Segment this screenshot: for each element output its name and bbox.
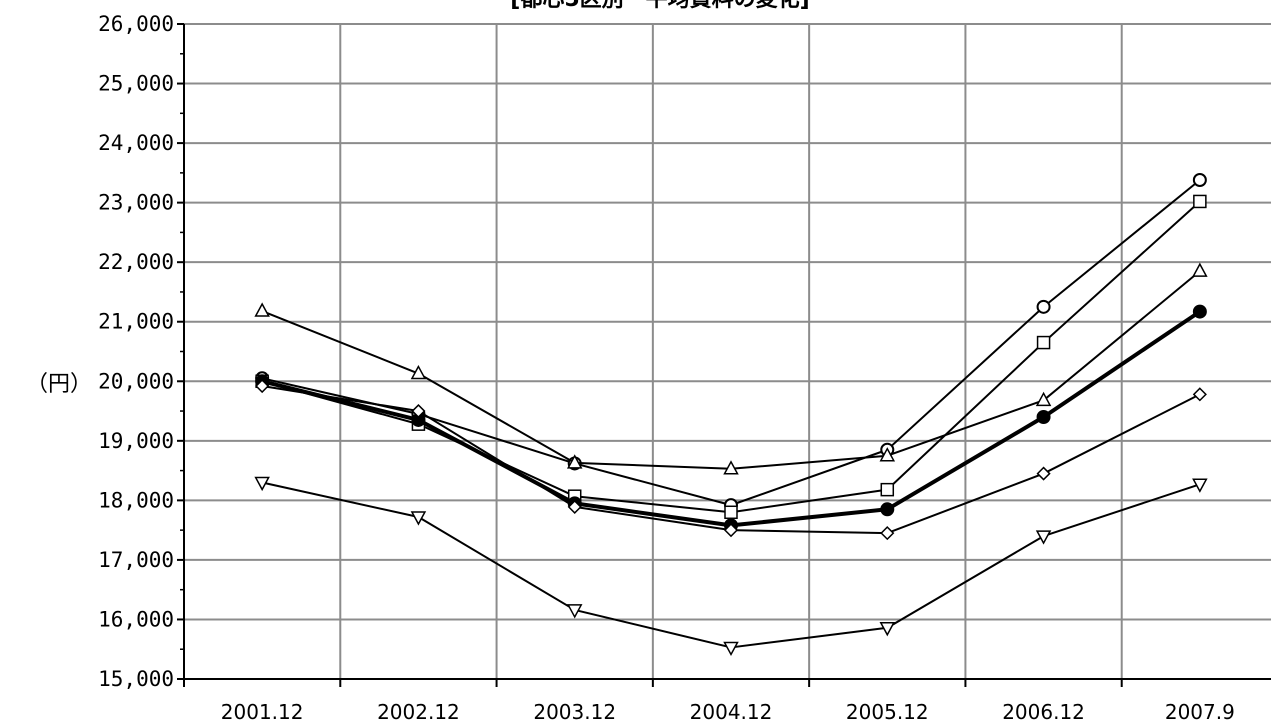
data-point-triangle-up (254, 302, 270, 317)
y-tick-label: 26,000 (98, 12, 174, 36)
y-tick-label: 22,000 (98, 250, 174, 274)
data-point-circle (1036, 299, 1051, 314)
y-tick-label: 18,000 (98, 488, 174, 512)
data-point-triangle-up (1035, 391, 1052, 407)
data-point-square (880, 482, 895, 497)
data-point-triangle-up (566, 454, 583, 469)
data-point-diamond (411, 403, 426, 419)
data-point-triangle-down (1192, 478, 1208, 493)
y-axis-unit-label: （円） (26, 372, 92, 397)
x-tick-label: 2002.12 (377, 700, 460, 724)
data-point-triangle-down (723, 641, 739, 657)
data-point-diamond (1036, 466, 1051, 481)
series-5 (255, 378, 1207, 541)
x-tick-label: 2006.12 (1002, 700, 1085, 724)
data-point-triangle-down (254, 476, 270, 492)
series-line (261, 179, 1201, 507)
y-tick-label: 20,000 (98, 369, 174, 393)
y-tick-label: 17,000 (98, 548, 174, 572)
data-point-diamond (567, 499, 582, 514)
x-tick-label: 2004.12 (690, 700, 773, 724)
y-tick-label: 25,000 (98, 72, 174, 96)
series-3 (254, 262, 1208, 475)
data-point-diamond (255, 378, 270, 394)
x-tick-label: 2005.12 (846, 700, 929, 724)
data-point-filled-circle (880, 502, 895, 517)
series-6 (254, 476, 1208, 657)
x-tick-label: 2001.12 (221, 700, 304, 724)
data-point-filled-circle (1192, 304, 1207, 319)
data-point-triangle-down (879, 622, 896, 637)
chart-title: [都心5区別 平均賃料の変化] (510, 0, 809, 12)
y-tick-label: 24,000 (98, 131, 174, 155)
data-point-triangle-up (1192, 262, 1208, 277)
data-point-square (1193, 194, 1207, 209)
y-tick-label: 21,000 (98, 310, 174, 334)
y-tick-label: 15,000 (98, 667, 174, 691)
data-point-diamond (880, 526, 895, 541)
series-line (261, 270, 1201, 470)
data-point-triangle-up (410, 364, 427, 380)
data-point-filled-circle (1036, 410, 1051, 424)
axes (177, 23, 1271, 687)
data-point-triangle-down (410, 511, 427, 526)
y-axis-ticks: 15,000 16,000 17,000 18,000 19,000 20,000 21,0… (98, 12, 174, 691)
data-point-diamond (723, 523, 739, 538)
y-tick-label: 19,000 (98, 429, 174, 453)
data-point-triangle-down (566, 604, 583, 619)
data-point-diamond (1192, 387, 1207, 402)
grid-lines (184, 23, 1271, 679)
x-tick-label: 2003.12 (533, 700, 616, 724)
data-point-square (724, 505, 738, 520)
data-series (254, 173, 1208, 657)
data-point-triangle-up (723, 460, 739, 475)
x-tick-label: 2007.9 (1165, 700, 1235, 724)
data-point-triangle-down (1035, 530, 1052, 545)
data-point-triangle-up (879, 447, 896, 462)
x-axis-ticks: 2001.12 2002.12 2003.12 2004.12 2005.12 2006.… (221, 700, 1235, 724)
series-line (261, 309, 1201, 528)
data-point-square (1036, 335, 1051, 350)
y-tick-label: 23,000 (98, 191, 174, 215)
y-tick-label: 16,000 (98, 607, 174, 631)
data-point-circle (1192, 173, 1207, 188)
